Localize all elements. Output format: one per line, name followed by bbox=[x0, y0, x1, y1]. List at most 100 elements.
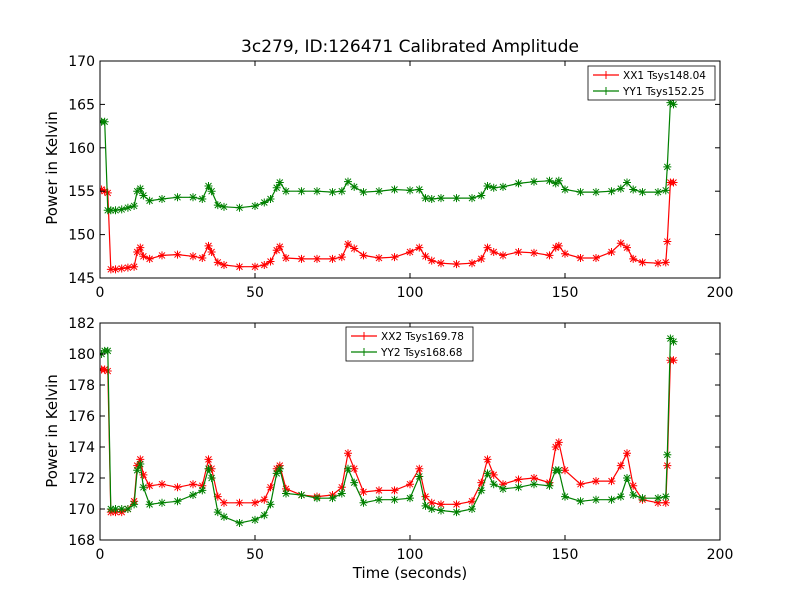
data-point bbox=[145, 481, 154, 490]
data-point bbox=[103, 346, 112, 355]
data-point bbox=[375, 486, 383, 495]
data-point bbox=[415, 472, 424, 481]
data-point bbox=[337, 253, 346, 262]
data-point bbox=[375, 495, 383, 504]
data-point bbox=[220, 202, 228, 211]
data-point bbox=[483, 455, 492, 464]
data-point bbox=[158, 195, 166, 204]
data-point bbox=[133, 466, 142, 475]
data-point bbox=[204, 464, 213, 473]
data-point bbox=[204, 455, 213, 464]
data-point bbox=[421, 501, 430, 510]
data-point bbox=[616, 239, 625, 248]
data-point bbox=[344, 177, 352, 186]
data-point bbox=[350, 182, 359, 191]
data-point bbox=[551, 243, 560, 252]
data-point bbox=[220, 512, 228, 521]
data-point bbox=[576, 480, 585, 489]
data-point bbox=[282, 187, 290, 196]
data-point bbox=[666, 98, 675, 107]
chart-title: 3c279, ID:126471 Calibrated Amplitude bbox=[241, 37, 579, 57]
data-point bbox=[592, 495, 600, 504]
series-group bbox=[100, 334, 678, 527]
data-point bbox=[499, 182, 507, 191]
data-point bbox=[260, 511, 269, 520]
legend-box bbox=[345, 326, 474, 362]
data-point bbox=[337, 483, 346, 492]
data-point bbox=[427, 505, 436, 513]
legend-bottom: XX2 Tsys169.78 YY2 Tsys168.68 bbox=[345, 326, 474, 362]
legend-box bbox=[587, 65, 716, 101]
data-point bbox=[117, 505, 126, 513]
data-point bbox=[661, 186, 670, 195]
data-point bbox=[359, 251, 368, 260]
data-point bbox=[545, 251, 554, 260]
y-tick-label: 176 bbox=[68, 409, 95, 425]
data-point bbox=[100, 185, 106, 194]
data-point bbox=[207, 247, 216, 256]
data-point bbox=[235, 518, 244, 527]
y-tick-label: 168 bbox=[68, 533, 95, 549]
data-point bbox=[390, 253, 399, 262]
data-point bbox=[136, 184, 145, 193]
data-point bbox=[272, 246, 281, 255]
data-point bbox=[313, 494, 321, 503]
data-point bbox=[607, 477, 616, 486]
data-point bbox=[406, 186, 414, 195]
data-point bbox=[375, 187, 383, 196]
y-tick-label: 182 bbox=[68, 316, 95, 332]
data-point bbox=[427, 195, 436, 204]
y-tick-label: 172 bbox=[68, 471, 95, 487]
x-tick-label: 50 bbox=[246, 285, 264, 301]
data-point bbox=[117, 205, 126, 214]
data-point bbox=[477, 191, 486, 200]
plot-area-top: 0 50 100 150 200 145 150 155 160 165 170 bbox=[68, 54, 733, 301]
data-point bbox=[350, 478, 359, 487]
data-point bbox=[133, 461, 142, 470]
data-point bbox=[390, 486, 399, 495]
data-point bbox=[437, 194, 445, 203]
data-point bbox=[452, 194, 461, 203]
data-point bbox=[629, 185, 638, 194]
data-point bbox=[661, 492, 670, 501]
data-point bbox=[158, 498, 166, 507]
data-point bbox=[198, 481, 207, 490]
x-tick-label: 0 bbox=[96, 285, 105, 301]
data-point bbox=[260, 198, 269, 207]
data-point bbox=[260, 495, 269, 504]
data-point bbox=[654, 494, 662, 503]
data-point bbox=[477, 254, 486, 263]
data-point bbox=[499, 480, 507, 489]
data-point bbox=[489, 470, 498, 479]
data-point bbox=[607, 187, 616, 196]
x-axis-label-bottom: Time (seconds) bbox=[352, 564, 468, 582]
data-point bbox=[189, 480, 197, 489]
data-point bbox=[297, 187, 306, 196]
data-point bbox=[452, 500, 461, 509]
data-point bbox=[350, 244, 359, 253]
data-point bbox=[207, 187, 216, 196]
data-point bbox=[638, 188, 647, 197]
data-point bbox=[117, 264, 126, 273]
x-tick-label: 150 bbox=[552, 547, 579, 563]
data-point bbox=[136, 460, 145, 469]
data-point bbox=[592, 477, 600, 486]
data-point bbox=[415, 243, 424, 252]
data-point bbox=[623, 178, 631, 187]
data-point bbox=[111, 505, 120, 513]
data-point bbox=[489, 183, 498, 192]
data-point bbox=[654, 498, 662, 507]
data-point bbox=[616, 492, 625, 501]
data-point bbox=[551, 443, 560, 451]
data-point bbox=[213, 201, 222, 210]
data-point bbox=[344, 240, 352, 249]
data-point bbox=[514, 247, 523, 256]
y-axis-label-bottom: Power in Kelvin bbox=[43, 374, 61, 488]
data-point bbox=[337, 187, 346, 196]
data-point bbox=[663, 162, 672, 171]
data-point bbox=[297, 491, 306, 500]
data-point bbox=[297, 254, 306, 263]
data-point bbox=[427, 498, 436, 507]
data-point bbox=[468, 505, 476, 513]
data-point bbox=[592, 254, 600, 263]
